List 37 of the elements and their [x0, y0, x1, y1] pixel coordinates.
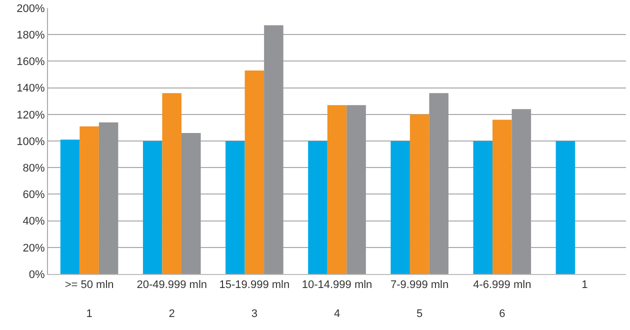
y-tick-label: 0%: [28, 268, 46, 281]
bar: [346, 105, 366, 274]
bar: [410, 114, 430, 274]
bar: [80, 126, 99, 274]
bar: [492, 120, 512, 274]
category-label: 15-19.999 mln 3: [219, 279, 290, 320]
y-tick-label: 160%: [16, 56, 46, 68]
y-tick-label: 120%: [16, 109, 46, 122]
bar: [98, 122, 118, 274]
bar: [142, 141, 162, 274]
y-tick-label: 200%: [16, 2, 46, 15]
bar: [181, 133, 201, 274]
bar: [162, 93, 182, 274]
category-label: 7-9.999 mln 5: [390, 279, 449, 320]
y-tick-label: 100%: [16, 136, 46, 148]
y-tick-label: 180%: [16, 29, 46, 42]
y-tick-label: 40%: [22, 216, 46, 228]
bar: [264, 25, 284, 274]
y-tick-label: 80%: [22, 162, 46, 174]
bar: [327, 105, 347, 274]
bar: [429, 93, 448, 274]
category-label: 20-49.999 mln 2: [136, 279, 208, 320]
bar: [226, 141, 245, 274]
bar: [244, 70, 264, 274]
bar: [60, 140, 80, 274]
category-label: 10-14.999 mln 4: [302, 279, 372, 320]
bar: [556, 141, 576, 274]
y-tick-label: 140%: [16, 82, 46, 95]
y-tick-label: 20%: [22, 242, 46, 254]
bar: [473, 141, 493, 274]
bar: [390, 141, 410, 274]
bar: [512, 109, 532, 274]
y-tick-label: 60%: [22, 189, 46, 202]
x-tick-label: 1: [582, 279, 588, 292]
category-label: 4-6.999 mln 6: [473, 279, 532, 320]
category-label: >= 50 mln 1: [64, 279, 114, 320]
bar: [308, 141, 328, 274]
